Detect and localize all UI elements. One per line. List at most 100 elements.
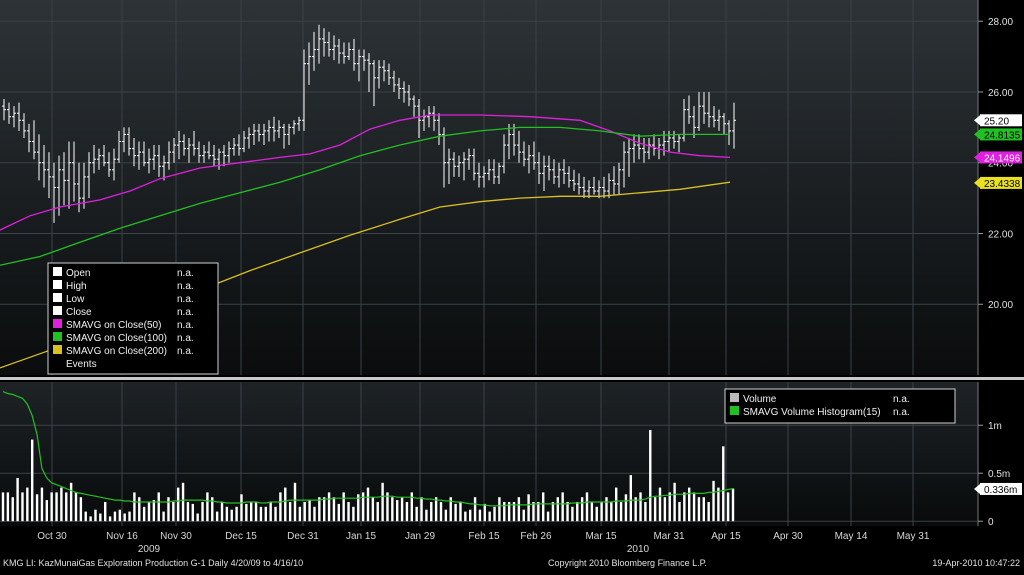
volume-bar [678, 502, 681, 522]
volume-bar [245, 503, 248, 522]
volume-bar [386, 492, 389, 522]
volume-bar [235, 506, 238, 522]
volume-bar [517, 497, 521, 522]
ohlc-bar [282, 123, 286, 149]
ohlc-bar [297, 116, 301, 131]
volume-bar [590, 502, 594, 522]
volume-bar [138, 497, 141, 522]
price-legend-item[interactable]: Low n.a. [53, 293, 194, 305]
ohlc-bar [377, 60, 381, 89]
volume-bar [629, 475, 632, 522]
volume-bar [65, 492, 68, 522]
volume-bar [537, 502, 540, 522]
legend-swatch [53, 345, 62, 354]
price-legend-item[interactable]: SMAVG on Close(100) n.a. [53, 332, 194, 344]
legend-value: n.a. [893, 407, 910, 418]
ohlc-bar [452, 152, 456, 177]
volume-bar [142, 506, 146, 522]
ohlc-bar [462, 152, 466, 181]
x-tick-label: Apr 15 [711, 531, 741, 542]
ohlc-bar [357, 49, 361, 82]
price-legend-item[interactable]: Close n.a. [53, 306, 194, 318]
volume-bar [658, 487, 662, 522]
volume-bar [731, 488, 735, 522]
volume-bar [673, 482, 676, 522]
price-legend-item[interactable]: SMAVG on Close(200) n.a. [53, 345, 194, 357]
ohlc-bar [692, 106, 696, 138]
ohlc-bar [367, 53, 371, 92]
price-legend-item[interactable]: SMAVG on Close(50) n.a. [53, 319, 194, 331]
volume-bar [551, 502, 555, 522]
volume-bar [250, 502, 253, 522]
ohlc-bar [12, 106, 16, 128]
ohlc-bar [327, 31, 331, 57]
price-legend-item[interactable]: Events [66, 359, 97, 370]
legend-value: n.a. [177, 346, 194, 357]
ohlc-bar [427, 106, 431, 128]
last-price-tag-pointer [974, 115, 980, 126]
last-price-tag: 25.20 [974, 114, 1022, 127]
ohlc-bar [497, 162, 501, 184]
volume-bar [469, 509, 472, 522]
volume-sma-line [2, 391, 734, 507]
ohlc-bar [57, 155, 61, 216]
ohlc-bar [292, 120, 296, 135]
volume-legend-item[interactable]: Volume n.a. [730, 393, 910, 405]
price-legend-item[interactable]: Open n.a. [53, 267, 194, 279]
sma200-tag-text: 23.4338 [984, 179, 1021, 190]
ohlc-bar [257, 123, 261, 142]
ohlc-bar [417, 99, 421, 138]
volume-bar [133, 492, 136, 522]
ohlc-bar [432, 106, 436, 131]
volume-bar [347, 502, 350, 522]
ohlc-bar [157, 145, 161, 177]
volume-bar [653, 497, 657, 522]
x-tick-label: Nov 16 [106, 531, 138, 542]
volume-bar [201, 502, 204, 522]
volume-bar [371, 497, 375, 522]
ohlc-bar [137, 141, 141, 170]
ohlc-bar [97, 148, 101, 170]
ohlc-bar [252, 123, 256, 146]
ohlc-bar [272, 116, 276, 142]
legend-label: Events [66, 359, 97, 370]
volume-legend-item[interactable]: SMAVG Volume Histogram(15) n.a. [730, 406, 910, 418]
panel-separator[interactable] [0, 377, 1024, 380]
x-tick-label: Mar 15 [585, 531, 617, 542]
volume-bar [323, 497, 326, 522]
volume-bar [722, 446, 725, 522]
ohlc-bar [652, 134, 656, 156]
ohlc-bar [397, 77, 401, 100]
volume-y-tick-label: 1m [988, 421, 1002, 432]
ohlc-bar [277, 120, 281, 138]
volume-bar [503, 502, 506, 522]
volume-bar [147, 502, 151, 522]
volume-bar [391, 497, 394, 522]
legend-value: n.a. [177, 320, 194, 331]
x-tick-label: Feb 15 [468, 531, 500, 542]
ohlc-bar [492, 159, 496, 184]
ohlc-bar [127, 127, 131, 156]
volume-bar [254, 502, 258, 522]
ohlc-bar [27, 123, 31, 153]
legend-label: Volume [743, 394, 777, 405]
ohlc-bar [152, 145, 156, 170]
ohlc-bar [437, 113, 441, 146]
ohlc-bar [242, 130, 246, 153]
volume-bar [366, 487, 370, 522]
volume-bar [79, 497, 83, 522]
footer-bar [0, 557, 1024, 570]
volume-bar [21, 492, 24, 522]
legend-swatch [53, 280, 62, 289]
legend-label: SMAVG on Close(100) [66, 333, 167, 344]
ohlc-bar [482, 166, 486, 188]
price-legend-item[interactable]: High n.a. [53, 280, 194, 292]
volume-bar [566, 502, 569, 522]
sma50-tag-pointer [974, 152, 980, 163]
ohlc-bar [112, 148, 116, 181]
ohlc-bar [122, 127, 126, 153]
volume-bar [532, 502, 535, 522]
ohlc-bar [202, 145, 206, 163]
x-tick-label: May 14 [835, 531, 868, 542]
